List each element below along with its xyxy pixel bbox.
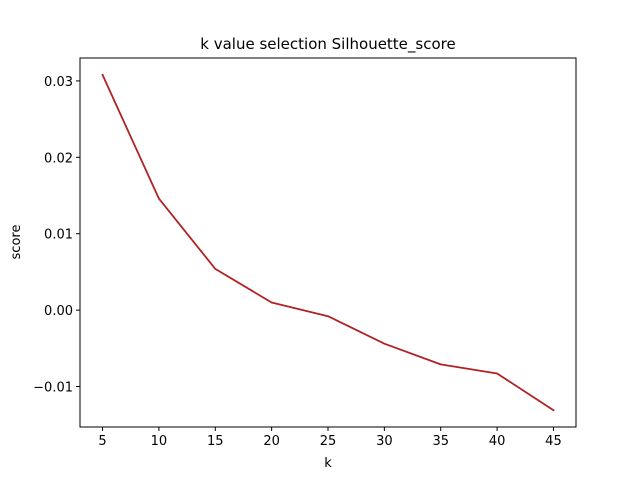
y-tick-label: 0.03 — [44, 75, 73, 90]
x-tick-label: 5 — [98, 434, 106, 449]
y-tick-label: −0.01 — [33, 381, 73, 396]
x-tick-label: 15 — [207, 434, 224, 449]
x-tick-label: 30 — [376, 434, 393, 449]
data-point — [214, 267, 217, 270]
y-axis-ticks: −0.01 0.00 0.01 0.02 0.03 — [33, 75, 80, 396]
data-point — [496, 372, 498, 375]
x-axis-label: k — [324, 456, 332, 471]
plot-frame — [79, 57, 577, 428]
chart-title: k value selection Silhouette_score — [200, 35, 455, 54]
data-point — [439, 363, 442, 366]
data-point — [327, 315, 329, 318]
series-layer — [101, 73, 555, 412]
series-line — [101, 73, 555, 412]
x-tick-label: 20 — [263, 434, 280, 449]
data-point — [383, 342, 386, 345]
x-tick-label: 10 — [151, 434, 168, 449]
x-tick-label: 40 — [489, 434, 506, 449]
x-tick-label: 35 — [432, 434, 449, 449]
y-tick-label: 0.01 — [44, 228, 73, 243]
y-axis-label: score — [9, 225, 24, 260]
data-point — [158, 197, 160, 200]
x-tick-label: 25 — [320, 434, 337, 449]
x-axis-ticks: 5 10 15 20 25 30 35 40 45 — [98, 427, 562, 449]
data-point — [101, 73, 104, 76]
data-point — [552, 409, 555, 412]
y-tick-label: 0.00 — [44, 304, 73, 319]
x-tick-label: 45 — [545, 434, 562, 449]
y-tick-label: 0.02 — [44, 151, 73, 166]
data-point — [270, 301, 273, 304]
